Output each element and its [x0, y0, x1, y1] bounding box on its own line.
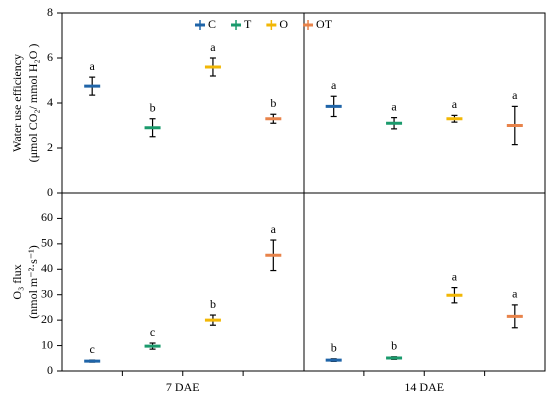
legend-label: T — [244, 17, 252, 31]
y-axis-label: Water use efficiency — [10, 54, 24, 152]
significance-letter: b — [331, 341, 337, 355]
legend-label: C — [208, 17, 216, 31]
significance-letter: c — [150, 325, 155, 339]
significance-letter: a — [452, 97, 458, 111]
x-tick-label: 14 DAE — [404, 380, 444, 394]
significance-letter: a — [512, 287, 518, 301]
significance-letter: a — [90, 59, 96, 73]
y-tick-label: 6 — [47, 50, 53, 64]
y-tick-label: 40 — [41, 261, 53, 275]
y-axis-label: (nmol m⁻²·s⁻¹) — [26, 245, 40, 319]
significance-letter: a — [271, 222, 277, 236]
y-tick-label: 10 — [41, 337, 53, 351]
significance-letter: b — [150, 101, 156, 115]
significance-letter: a — [452, 269, 458, 283]
y-tick-label: 8 — [47, 5, 53, 19]
y-tick-label: 60 — [41, 210, 53, 224]
significance-letter: a — [391, 99, 397, 113]
significance-letter: c — [90, 342, 95, 356]
y-tick-label: 2 — [47, 140, 53, 154]
legend-label: OT — [316, 17, 333, 31]
y-tick-label: 50 — [41, 236, 53, 250]
y-tick-label: 30 — [41, 286, 53, 300]
y-axis-label: O₃ flux — [10, 264, 24, 299]
significance-letter: b — [391, 339, 397, 353]
significance-letter: a — [210, 40, 216, 54]
y-tick-label: 0 — [47, 185, 53, 199]
y-tick-label: 0 — [47, 363, 53, 377]
significance-letter: a — [512, 88, 518, 102]
legend-label: O — [279, 17, 288, 31]
significance-letter: a — [331, 78, 337, 92]
y-tick-label: 20 — [41, 312, 53, 326]
significance-letter: b — [210, 297, 216, 311]
y-tick-label: 4 — [47, 95, 53, 109]
y-axis-label: (μmol CO₂/ mmol H₂O ) — [26, 44, 40, 163]
significance-letter: b — [270, 96, 276, 110]
x-tick-label: 7 DAE — [166, 380, 200, 394]
